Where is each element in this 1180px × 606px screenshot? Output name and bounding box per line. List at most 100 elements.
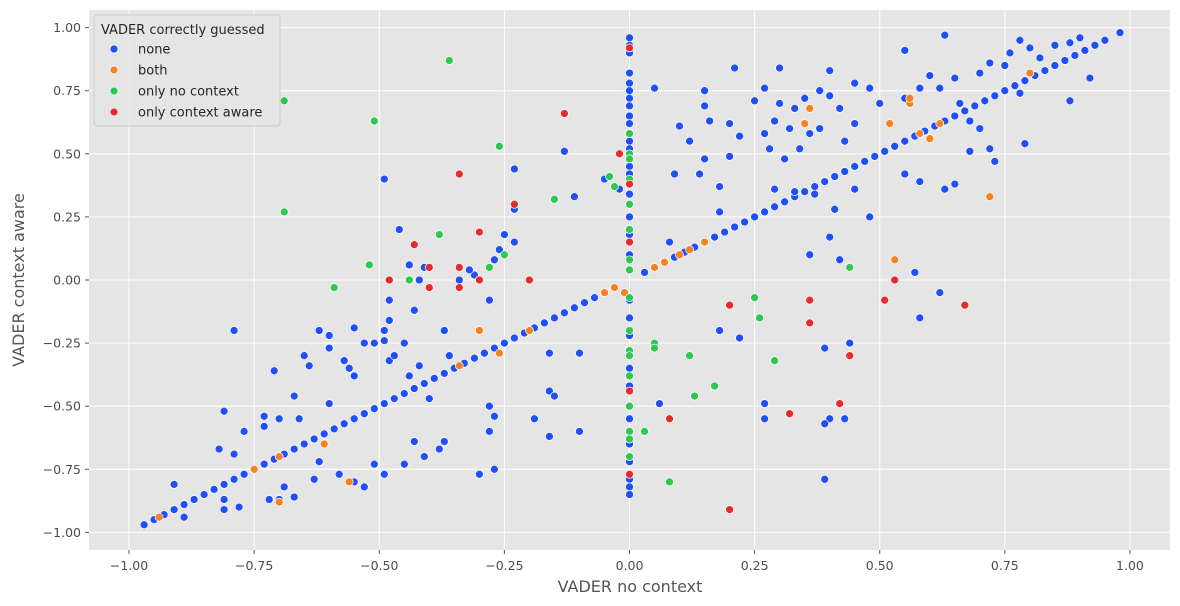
data-point xyxy=(710,232,719,242)
data-point xyxy=(485,263,494,272)
data-point xyxy=(1000,86,1010,96)
data-point xyxy=(475,326,484,335)
data-point xyxy=(760,129,769,138)
data-point xyxy=(424,283,434,292)
legend-marker xyxy=(109,86,119,96)
data-point xyxy=(299,351,309,361)
data-point xyxy=(955,99,965,108)
y-tick-label: −0.25 xyxy=(43,336,81,351)
data-point xyxy=(219,495,229,504)
legend-label: none xyxy=(138,43,170,58)
data-point xyxy=(660,257,669,267)
data-point xyxy=(960,300,970,310)
data-point xyxy=(384,275,394,285)
data-point xyxy=(625,386,634,396)
data-point xyxy=(1065,96,1075,106)
y-tick-label: −0.75 xyxy=(43,462,81,477)
data-point xyxy=(1070,51,1080,60)
legend-label: only no context xyxy=(138,85,239,100)
data-point xyxy=(840,136,850,146)
data-point xyxy=(665,414,674,424)
legend-marker xyxy=(109,65,119,75)
data-point xyxy=(319,429,329,439)
data-point xyxy=(940,184,950,194)
data-point xyxy=(239,427,249,436)
data-point xyxy=(605,172,614,181)
data-point xyxy=(475,275,484,285)
data-point xyxy=(264,495,274,504)
data-point xyxy=(404,371,414,381)
data-point xyxy=(485,295,494,305)
x-tick-label: 0.25 xyxy=(741,558,769,573)
data-point xyxy=(890,141,900,151)
data-point xyxy=(820,419,830,429)
data-point xyxy=(384,316,394,325)
data-point xyxy=(625,78,634,88)
data-point xyxy=(850,78,860,88)
data-point xyxy=(775,63,784,73)
data-point xyxy=(900,46,910,55)
data-point xyxy=(805,250,815,260)
legend-label: both xyxy=(138,64,168,79)
data-point xyxy=(750,212,759,222)
data-point xyxy=(550,391,559,401)
data-point xyxy=(259,411,269,421)
data-points xyxy=(139,28,1125,530)
data-point xyxy=(289,492,299,502)
data-point xyxy=(219,505,229,514)
data-point xyxy=(1065,38,1075,48)
data-point xyxy=(1005,48,1015,58)
data-point xyxy=(830,204,840,214)
data-point xyxy=(189,495,199,504)
data-point xyxy=(314,326,324,335)
data-point xyxy=(389,394,399,403)
data-point xyxy=(344,477,354,487)
data-point xyxy=(765,144,774,154)
data-point xyxy=(785,124,794,133)
data-point xyxy=(379,469,389,479)
data-point xyxy=(525,326,534,335)
data-point xyxy=(640,427,649,436)
data-point xyxy=(730,222,739,232)
data-point xyxy=(770,356,779,366)
data-point xyxy=(454,361,464,371)
data-point xyxy=(154,512,164,522)
data-point xyxy=(1075,33,1085,43)
data-point xyxy=(399,459,409,469)
data-point xyxy=(780,154,789,164)
data-point xyxy=(625,363,634,373)
x-tick-label: −0.75 xyxy=(235,558,273,573)
data-point xyxy=(990,91,1000,101)
data-point xyxy=(329,424,339,434)
x-tick-label: −0.50 xyxy=(360,558,398,573)
data-point xyxy=(875,99,885,108)
data-point xyxy=(665,477,674,487)
data-point xyxy=(434,444,444,454)
data-point xyxy=(500,230,509,239)
data-point xyxy=(510,164,519,174)
data-point xyxy=(1025,68,1035,78)
x-axis-label: VADER no context xyxy=(558,577,703,596)
data-point xyxy=(725,152,734,161)
data-point xyxy=(770,116,779,126)
data-point xyxy=(990,157,1000,166)
data-point xyxy=(439,437,449,446)
data-point xyxy=(490,411,499,421)
data-point xyxy=(580,298,589,308)
data-point xyxy=(274,452,284,461)
data-point xyxy=(820,177,830,186)
data-point xyxy=(845,263,855,272)
data-point xyxy=(925,71,935,80)
data-point xyxy=(379,336,389,345)
data-point xyxy=(625,154,634,164)
data-point xyxy=(485,427,494,436)
data-point xyxy=(289,444,299,454)
data-point xyxy=(980,96,990,106)
data-point xyxy=(229,474,239,484)
data-point xyxy=(399,338,409,348)
y-tick-label: −1.00 xyxy=(43,525,81,540)
data-point xyxy=(835,104,845,113)
x-axis-ticks: −1.00 −0.75 −0.50 −0.25 0.00 0.25 0.50 0.75 1.00 xyxy=(110,550,1144,573)
data-point xyxy=(850,184,860,194)
data-point xyxy=(229,326,239,335)
